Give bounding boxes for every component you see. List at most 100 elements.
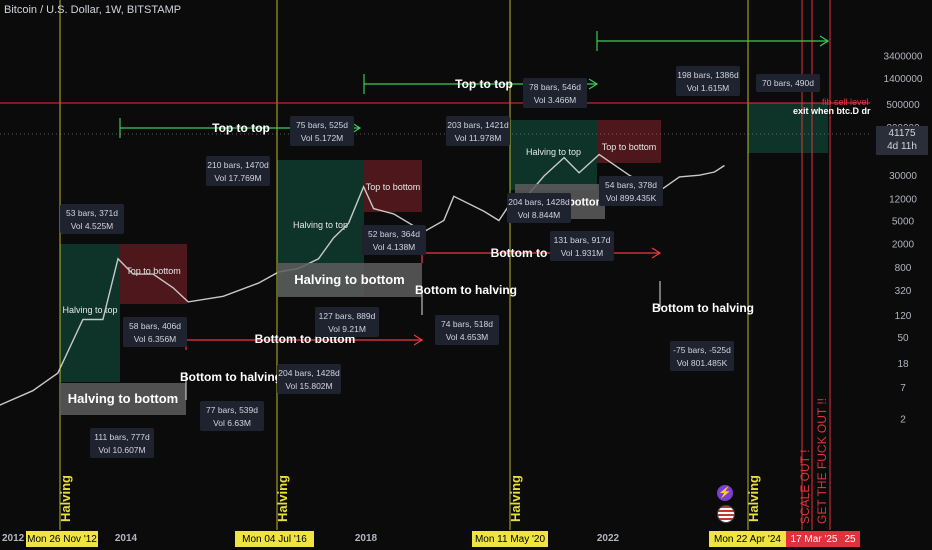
y-tick-6: 30000: [889, 171, 917, 182]
price-series-line: [0, 153, 725, 406]
info-box-line2-6: Vol 9.21M: [328, 324, 366, 334]
info-box-line2-5: Vol 15.802M: [285, 381, 332, 391]
zone-label-3: Halving to top: [293, 220, 348, 230]
zone-4: [364, 160, 422, 212]
y-tick-13: 50: [897, 333, 909, 344]
arrow-top-to-top-2-head: [588, 78, 599, 90]
last-price-tag: 41175 4d 11h: [876, 126, 928, 155]
info-box-line2-17: Vol 1.615M: [687, 83, 730, 93]
y-tick-2: 1400000: [884, 74, 923, 85]
exit-label: exit when btc.D dr: [793, 106, 871, 116]
info-box-line1-7: 75 bars, 525d: [296, 120, 348, 130]
info-box-3: [90, 428, 154, 458]
x-tick-2: 2014: [115, 533, 138, 544]
info-box-line2-3: Vol 10.607M: [98, 445, 145, 455]
info-box-8: [206, 156, 270, 186]
zone-label-5: Halving to top: [526, 147, 581, 157]
annotation-5: Bottom to halving: [180, 370, 282, 384]
x-date-badge-5: [786, 531, 842, 547]
info-box-line1-9: 52 bars, 364d: [368, 229, 420, 239]
info-box-17: [676, 66, 740, 96]
info-box-line1-5: 204 bars, 1428d: [278, 368, 340, 378]
x-date-badge-4: [709, 531, 786, 547]
halving-label-3: Halving: [508, 475, 523, 522]
info-box-1: [60, 204, 124, 234]
arrow-bottom-to-bottom-2-head: [651, 247, 662, 259]
arrow-top-to-top-3-head: [819, 35, 830, 47]
info-box-14: [599, 176, 663, 206]
info-box-line1-18: 70 bars, 490d: [762, 78, 814, 88]
info-box-7: [290, 116, 354, 146]
info-box-line1-8: 210 bars, 1470d: [207, 160, 269, 170]
info-box-line2-2: Vol 6.356M: [134, 334, 177, 344]
info-box-9: [362, 225, 426, 255]
annotation-2: Top to top: [455, 77, 513, 91]
x-date-label-6: 25: [844, 534, 856, 545]
y-tick-10: 800: [895, 263, 912, 274]
x-tick-1: 2012: [2, 533, 25, 544]
x-date-label-2: Mon 04 Jul '16: [242, 534, 307, 545]
grey-box-2: [277, 263, 422, 297]
x-date-label-1: Mon 26 Nov '12: [27, 534, 97, 545]
info-box-line1-4: 77 bars, 539d: [206, 405, 258, 415]
info-box-line1-1: 53 bars, 371d: [66, 208, 118, 218]
info-box-line1-10: 74 bars, 518d: [441, 319, 493, 329]
info-box-line2-7: Vol 5.172M: [301, 133, 344, 143]
info-box-line2-9: Vol 4.138M: [373, 242, 416, 252]
info-box-15: [550, 231, 614, 261]
y-tick-1: 3400000: [884, 51, 923, 62]
us-flag-icon[interactable]: [717, 505, 735, 523]
y-tick-11: 320: [895, 286, 912, 297]
arrow-bottom-to-bottom-1-head: [413, 334, 424, 346]
zone-label-4: Top to bottom: [366, 182, 421, 192]
last-price: 41175: [888, 128, 916, 139]
info-box-16: [670, 341, 734, 371]
info-box-line1-16: -75 bars, -525d: [673, 345, 731, 355]
scale-out-label: SCALE OUT !: [798, 450, 812, 524]
lightning-icon[interactable]: ⚡: [717, 485, 733, 501]
info-box-2: [123, 317, 187, 347]
zone-future: [748, 103, 828, 153]
halving-label-4: Halving: [746, 475, 761, 522]
info-box-line2-1: Vol 4.525M: [71, 221, 114, 231]
x-date-badge-1: [26, 531, 98, 547]
annotation-1: Top to top: [212, 121, 270, 135]
info-box-12: [523, 78, 587, 108]
zone-label-2: Top to bottom: [126, 266, 181, 276]
y-tick-16: 2: [900, 414, 906, 425]
annotation-6: Bottom to halving: [415, 283, 517, 297]
chart-title: Bitcoin / U.S. Dollar, 1W, BITSTAMP: [4, 4, 182, 16]
get-out-label: GET THE FUCK OUT !!: [815, 398, 829, 524]
annotation-7: Bottom to halving: [652, 301, 754, 315]
x-axis-band: [0, 530, 932, 550]
info-box-10: [435, 315, 499, 345]
halving-label-1: Halving: [58, 475, 73, 522]
info-box-line2-8: Vol 17.769M: [214, 173, 261, 183]
info-box-line1-13: 204 bars, 1428d: [508, 197, 570, 207]
info-box-line2-10: Vol 4.653M: [446, 332, 489, 342]
zone-label-1: Halving to top: [62, 305, 117, 315]
y-tick-9: 2000: [892, 240, 915, 251]
fib-sell-level-label: fib sell level: [822, 97, 869, 107]
info-box-18: [756, 74, 820, 92]
info-box-5: [277, 364, 341, 394]
info-box-line2-13: Vol 8.844M: [518, 210, 561, 220]
zone-5: [510, 120, 597, 190]
info-box-line1-11: 203 bars, 1421d: [447, 120, 509, 130]
info-box-line2-11: Vol 11.978M: [455, 133, 502, 143]
x-date-badge-6: [840, 531, 860, 547]
zone-6: [597, 120, 661, 163]
info-box-line1-6: 127 bars, 889d: [319, 311, 376, 321]
info-box-line1-17: 198 bars, 1386d: [677, 70, 739, 80]
x-tick-4: 2022: [597, 533, 620, 544]
info-box-line1-15: 131 bars, 917d: [554, 235, 611, 245]
info-box-line2-14: Vol 899.435K: [606, 193, 657, 203]
y-tick-12: 120: [895, 311, 912, 322]
y-tick-3: 500000: [886, 100, 920, 111]
info-box-13: [507, 193, 571, 223]
x-date-label-4: Mon 22 Apr '24: [714, 534, 781, 545]
x-date-badge-2: [235, 531, 314, 547]
info-box-line1-14: 54 bars, 378d: [605, 180, 657, 190]
info-box-line1-2: 58 bars, 406d: [129, 321, 181, 331]
